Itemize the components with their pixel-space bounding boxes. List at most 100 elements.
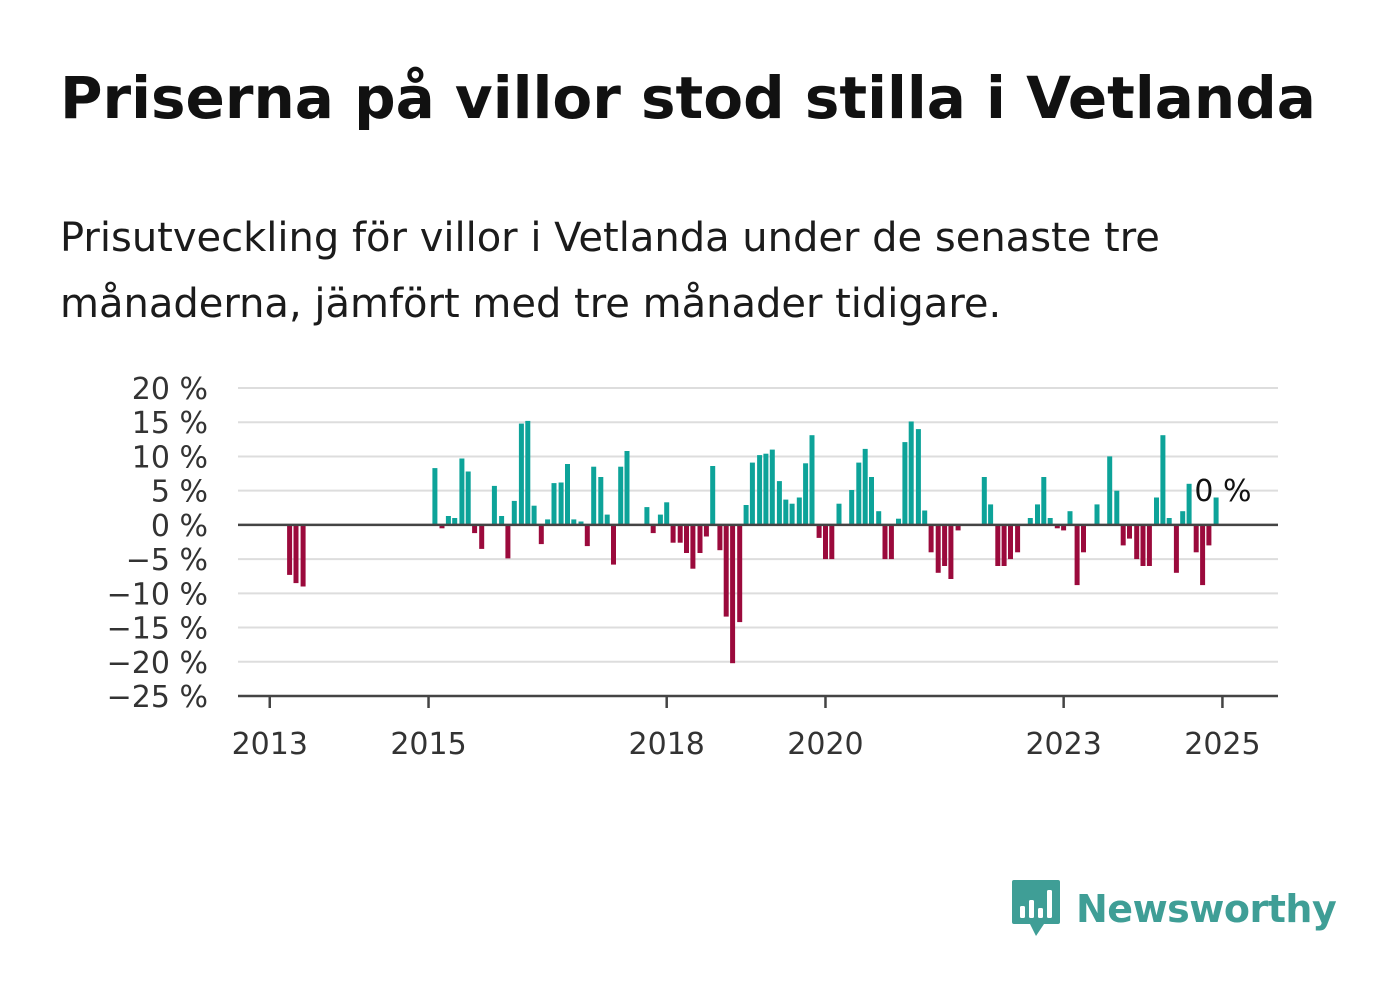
bar [1173,524,1179,573]
y-tick-label: −25 % [107,680,208,715]
bar [598,477,604,525]
bar [604,514,610,525]
bar [531,505,537,525]
bar [1146,524,1152,566]
bar [432,468,438,525]
bar [915,429,921,525]
bar [757,455,763,525]
bar [511,500,517,525]
bar [1081,524,1086,553]
bar [749,462,755,525]
bar [551,483,557,525]
y-tick-label: 10 % [132,440,208,475]
bar [829,524,835,560]
bar [1127,524,1132,539]
bar [809,435,815,525]
bar [565,464,570,525]
y-tick-label: 15 % [132,406,208,441]
y-tick-label: 0 % [151,509,208,544]
x-tick-label: 2013 [232,727,308,762]
bar [644,507,650,525]
y-tick-label: −20 % [107,646,208,681]
bar [776,481,782,525]
bar [624,451,630,525]
bar [730,524,736,664]
bar [664,502,670,525]
bar-chart: 20 %15 %10 %5 %0 %−5 %−10 %−15 %−20 %−25… [107,372,1278,762]
bar [856,462,862,525]
bar [452,518,458,525]
x-tick-label: 2020 [787,727,863,762]
y-tick-label: −10 % [107,577,208,612]
bar [1200,524,1206,586]
bar [1154,497,1159,525]
page-title: Priserna på villor stod stilla i Vetland… [60,64,1316,132]
y-axis-tick-labels: 20 %15 %10 %5 %0 %−5 %−10 %−15 %−20 %−25… [107,372,208,715]
bar [1140,524,1146,566]
bar [1061,524,1067,531]
bar [558,482,564,525]
bar [491,485,497,525]
bar [538,524,544,545]
bar [1193,524,1199,553]
bar [836,503,842,525]
bar [545,519,551,525]
x-tick-label: 2023 [1025,727,1101,762]
bar [1067,511,1073,525]
bar [737,524,743,623]
bar [928,524,934,553]
chart-bars [287,420,1219,664]
bar [439,524,445,529]
bar [816,524,822,538]
bar [518,423,524,525]
bar [935,524,941,573]
bar [591,466,597,525]
bar [908,421,914,525]
bar [1015,524,1021,553]
brand-name: Newsworthy [1076,887,1337,931]
bar [703,524,709,537]
bar [1186,483,1192,525]
bar [988,504,994,525]
bar [849,490,855,525]
bar [1134,524,1140,560]
bar [783,499,789,525]
x-tick-label: 2018 [629,727,705,762]
bar [1107,456,1113,525]
bar [743,505,749,525]
bar [479,524,485,549]
bar [1213,497,1219,525]
bar [1001,524,1007,566]
bar [505,524,511,559]
bar [902,442,908,525]
bar [684,524,689,553]
bar [690,524,696,569]
bar [876,511,882,525]
chart-annotations: 0 % [1194,474,1251,509]
bar [769,449,775,525]
bar [293,524,299,584]
bar [287,524,293,575]
bar [763,453,769,525]
bar [803,463,809,525]
bar [796,497,802,525]
last-value-label: 0 % [1194,474,1251,509]
bar [677,524,683,543]
bar [1166,518,1172,525]
bar [472,524,478,534]
bar [1206,524,1212,546]
bar [888,524,894,560]
bar [525,420,531,525]
x-tick-label: 2025 [1184,727,1260,762]
chart-axes [238,523,1278,708]
bar [1054,524,1060,529]
bar [584,524,590,547]
bar [657,514,663,525]
bar [571,519,577,525]
bar [465,471,471,525]
y-tick-label: −5 % [126,543,208,578]
bar [1094,504,1100,525]
bar [1027,518,1033,525]
chart-subtitle: Prisutveckling för villor i Vetlanda und… [60,215,1160,327]
bar [445,516,451,525]
